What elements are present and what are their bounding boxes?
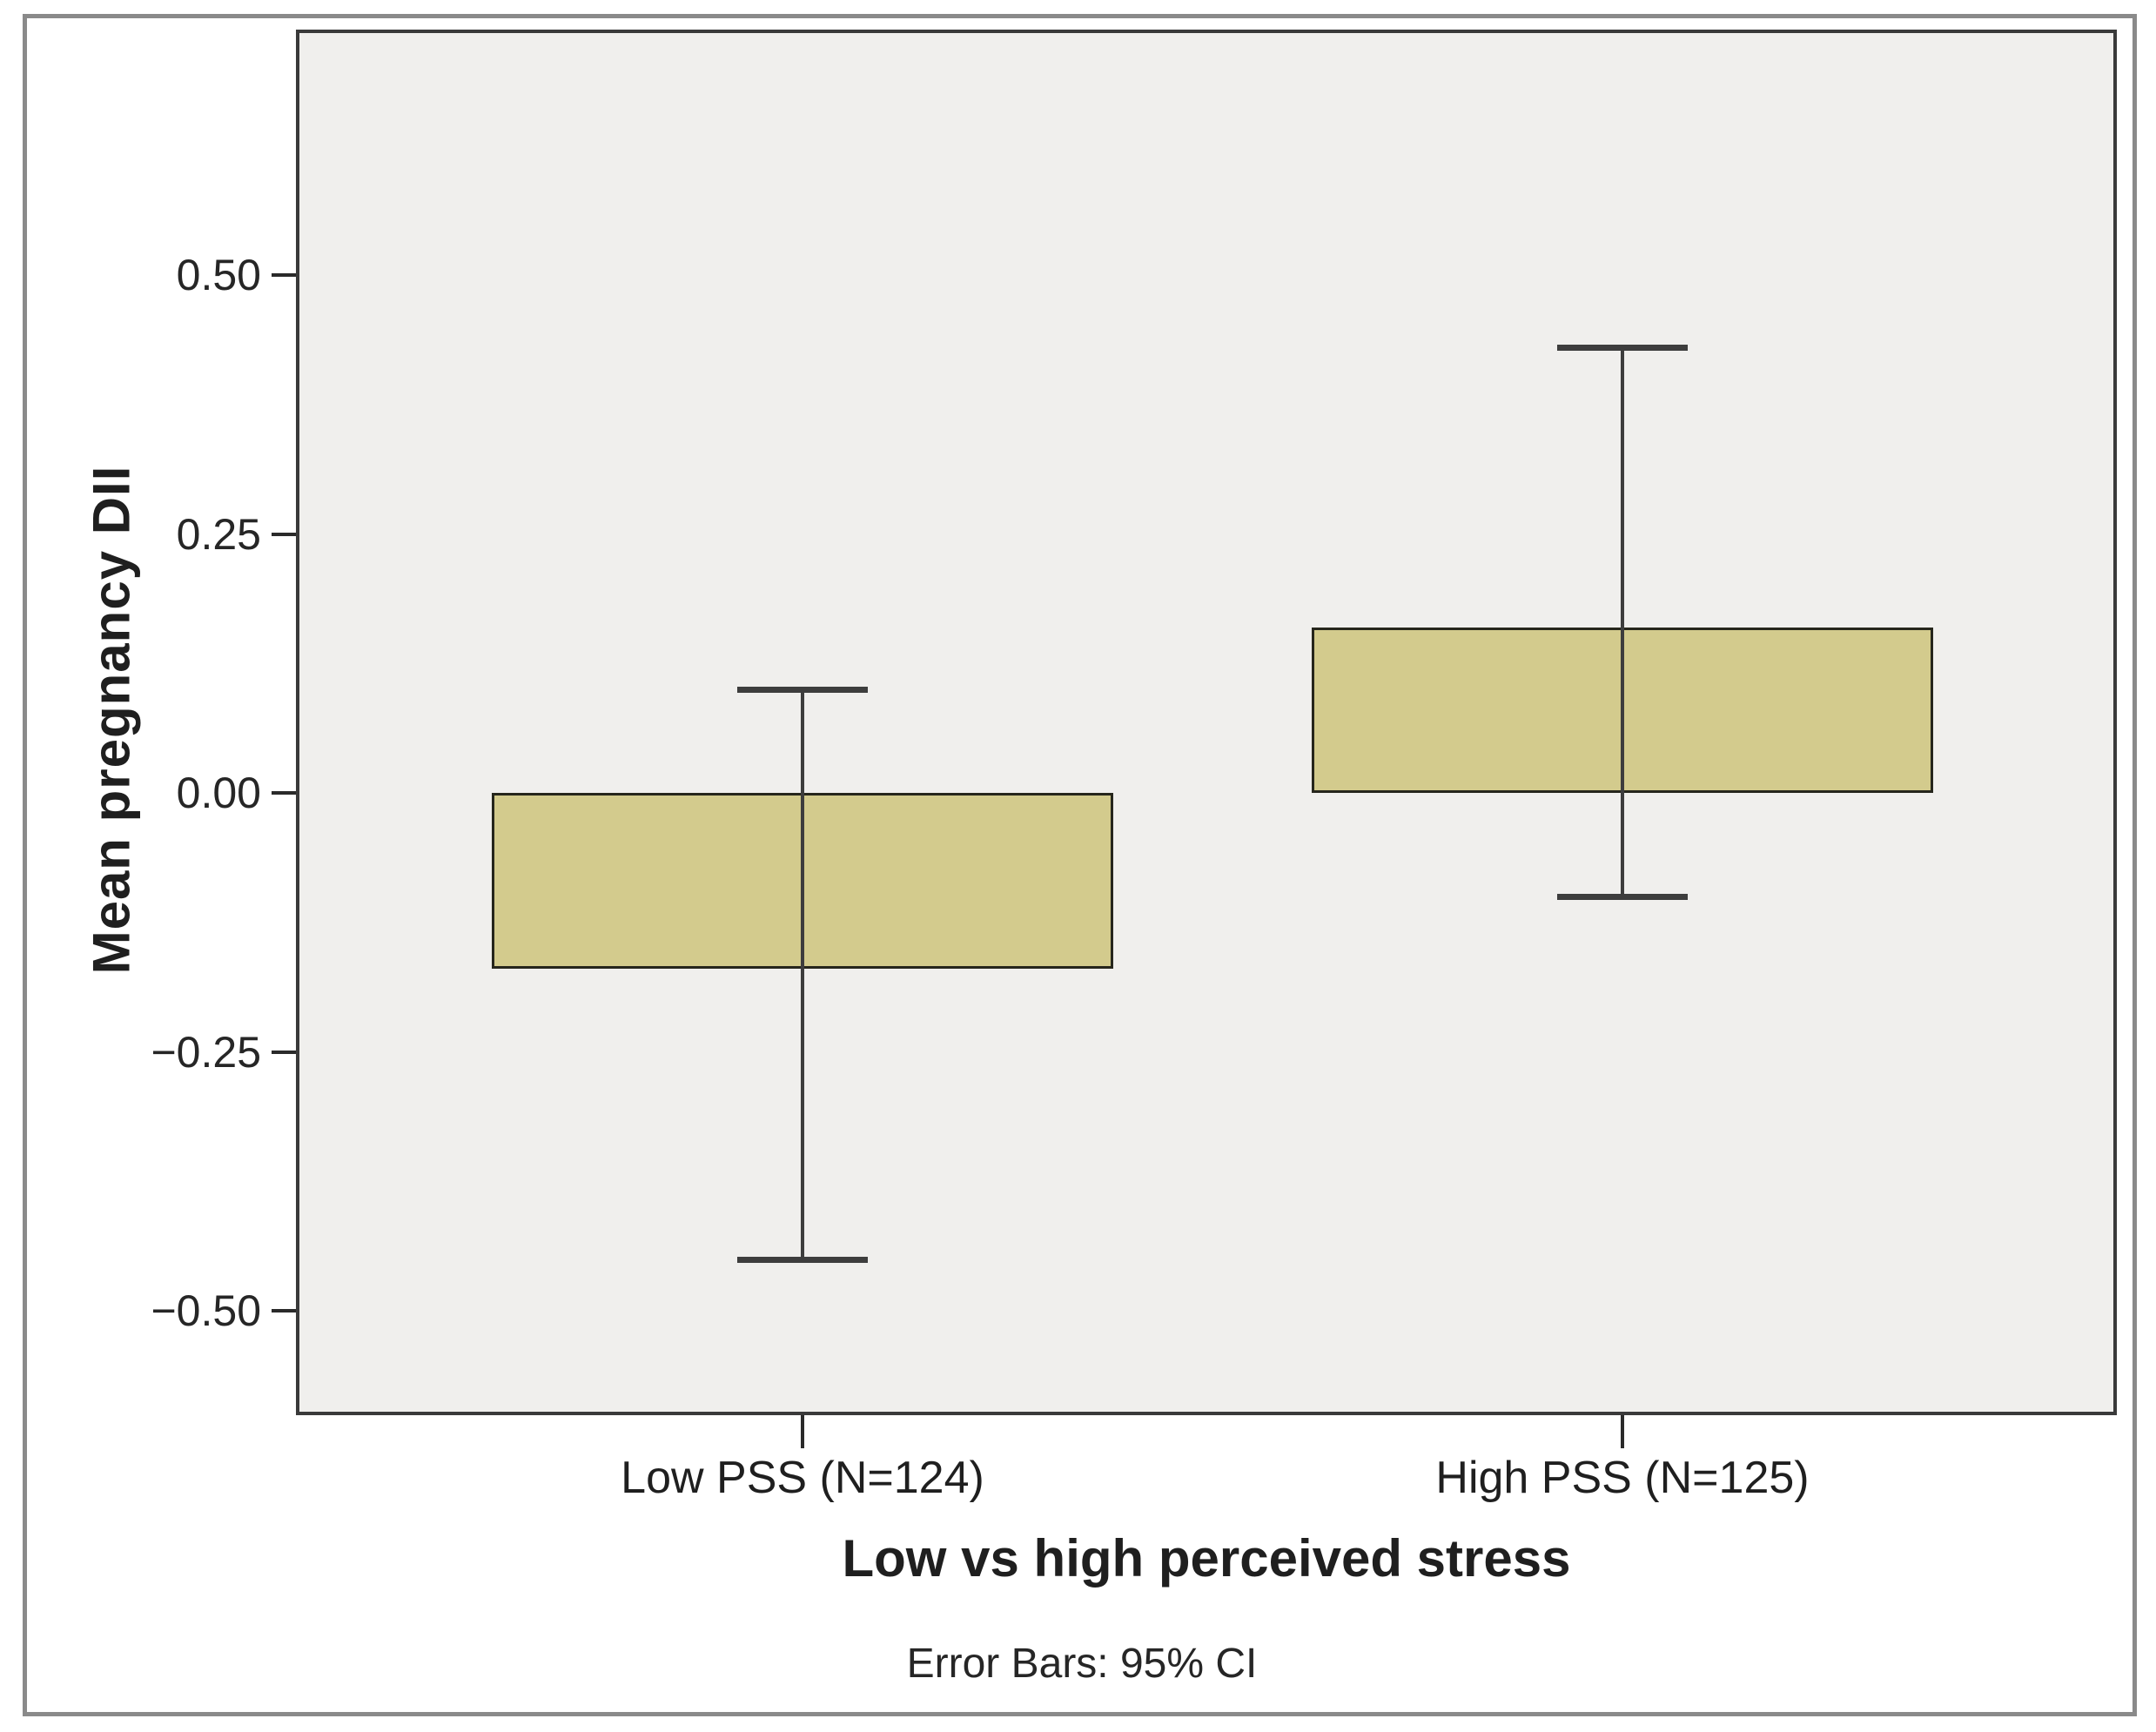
y-axis-tick xyxy=(272,1050,296,1054)
x-axis-tick xyxy=(1621,1415,1624,1448)
error-bar-cap-bottom xyxy=(1557,894,1688,900)
y-axis-tick xyxy=(272,1309,296,1312)
error-bar-line xyxy=(1621,347,1624,896)
y-axis-tick xyxy=(272,791,296,795)
y-axis-tick xyxy=(272,532,296,536)
x-axis-title: Low vs high perceived stress xyxy=(842,1529,1571,1588)
x-category-label: Low PSS (N=124) xyxy=(621,1453,984,1503)
error-bar-line xyxy=(801,689,804,1259)
y-axis-tick-label: −0.25 xyxy=(151,1027,261,1077)
error-bars-footnote: Error Bars: 95% CI xyxy=(906,1641,1258,1687)
y-axis-tick-label: −0.50 xyxy=(151,1286,261,1335)
y-axis-tick-label: 0.25 xyxy=(176,509,261,559)
error-bar-cap-top xyxy=(1557,345,1688,352)
y-axis-tick xyxy=(272,273,296,277)
x-category-label: High PSS (N=125) xyxy=(1435,1453,1810,1503)
error-bar-cap-top xyxy=(737,687,868,693)
y-axis-tick-label: 0.50 xyxy=(176,251,261,299)
error-bar-cap-bottom xyxy=(737,1256,868,1263)
x-axis-tick xyxy=(801,1415,804,1448)
y-axis-tick-label: 0.00 xyxy=(176,769,261,817)
